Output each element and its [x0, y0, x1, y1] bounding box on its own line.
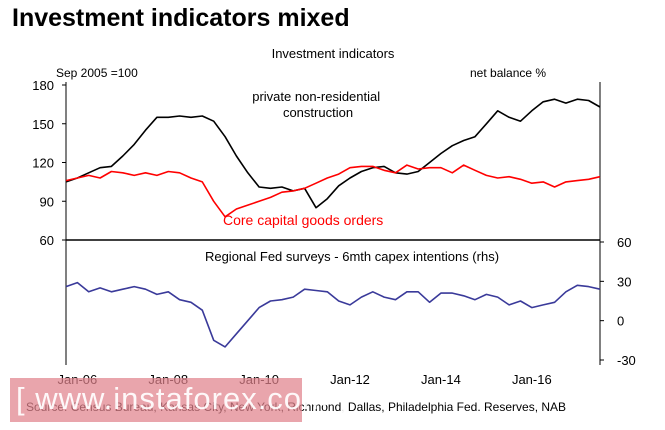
left-axis-label: Sep 2005 =100 [56, 66, 138, 80]
right-y-tick-label: 60 [617, 235, 631, 250]
bottom-panel-title: Regional Fed surveys - 6mth capex intent… [205, 249, 499, 264]
series-line-construction [65, 98, 601, 209]
right-y-tick-label: 30 [617, 274, 631, 289]
left-y-tick-label: 150 [32, 117, 54, 132]
series-label-construction-line2: construction [283, 105, 353, 120]
left-y-tick-label: 120 [32, 156, 54, 171]
series-label-construction: private non-residential construction [252, 89, 384, 120]
left-y-tick-label: 90 [40, 194, 54, 209]
right-axis-label: net balance % [470, 66, 546, 80]
x-tick-label: Jan-16 [512, 372, 552, 387]
watermark-overlay: [ www.instaforex.com ] [10, 378, 347, 422]
right-y-tick-label: -30 [617, 353, 636, 368]
x-tick-label: Jan-12 [330, 372, 370, 387]
x-tick-label: Jan-14 [421, 372, 461, 387]
left-y-tick-label: 60 [40, 233, 54, 248]
series-line-capex-intentions [65, 281, 601, 348]
series-label-construction-line1: private non-residential [252, 89, 380, 104]
slide-title: Investment indicators mixed [12, 4, 350, 32]
chart-title: Investment indicators [272, 46, 395, 61]
series-label-core-capital: Core capital goods orders [223, 212, 383, 228]
series-line-core-capital-goods [65, 164, 601, 218]
right-y-tick-label: 0 [617, 314, 624, 329]
watermark-text: [ www.instaforex.com ] [16, 381, 349, 416]
left-y-tick-label: 180 [32, 78, 54, 93]
